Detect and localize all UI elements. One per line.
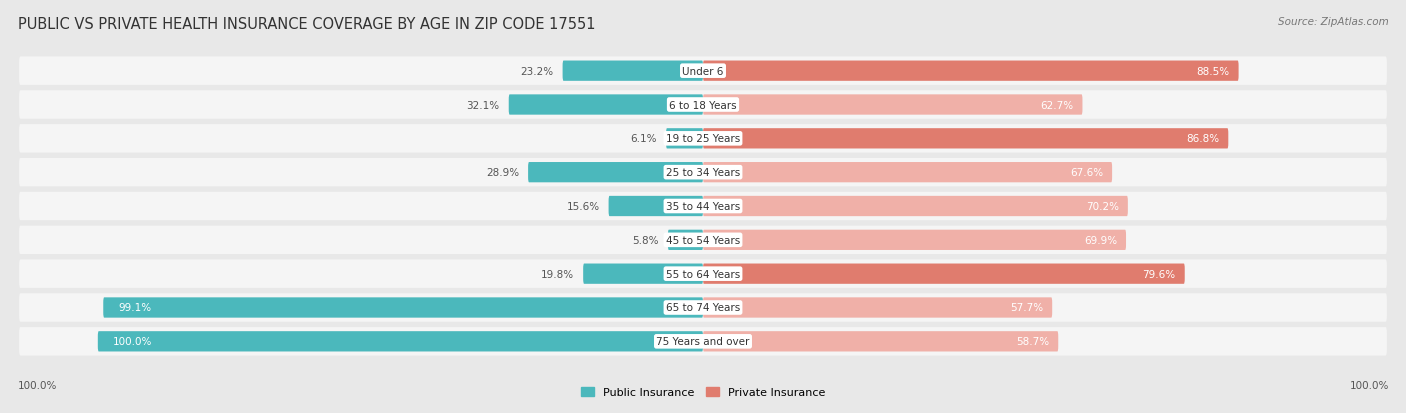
Text: 88.5%: 88.5% [1197,66,1229,76]
FancyBboxPatch shape [703,264,1185,284]
Text: 55 to 64 Years: 55 to 64 Years [666,269,740,279]
FancyBboxPatch shape [20,57,1386,85]
Text: 67.6%: 67.6% [1070,168,1104,178]
FancyBboxPatch shape [666,129,703,149]
Text: 62.7%: 62.7% [1040,100,1073,110]
FancyBboxPatch shape [20,328,1386,356]
Text: 58.7%: 58.7% [1017,337,1049,347]
Text: 28.9%: 28.9% [486,168,519,178]
Text: 100.0%: 100.0% [18,380,58,390]
FancyBboxPatch shape [583,264,703,284]
FancyBboxPatch shape [98,331,703,351]
Text: 19 to 25 Years: 19 to 25 Years [666,134,740,144]
FancyBboxPatch shape [103,298,703,318]
FancyBboxPatch shape [703,129,1229,149]
Text: 79.6%: 79.6% [1143,269,1175,279]
Text: 75 Years and over: 75 Years and over [657,337,749,347]
FancyBboxPatch shape [509,95,703,115]
FancyBboxPatch shape [703,163,1112,183]
FancyBboxPatch shape [562,62,703,82]
Text: 100.0%: 100.0% [1350,380,1389,390]
Text: 65 to 74 Years: 65 to 74 Years [666,303,740,313]
Legend: Public Insurance, Private Insurance: Public Insurance, Private Insurance [576,382,830,402]
Text: 5.8%: 5.8% [633,235,659,245]
FancyBboxPatch shape [20,192,1386,221]
Text: 86.8%: 86.8% [1187,134,1219,144]
FancyBboxPatch shape [20,260,1386,288]
FancyBboxPatch shape [703,95,1083,115]
Text: 70.2%: 70.2% [1085,202,1119,211]
Text: 25 to 34 Years: 25 to 34 Years [666,168,740,178]
Text: 100.0%: 100.0% [112,337,152,347]
Text: 45 to 54 Years: 45 to 54 Years [666,235,740,245]
FancyBboxPatch shape [703,196,1128,217]
FancyBboxPatch shape [20,226,1386,254]
FancyBboxPatch shape [703,331,1059,351]
FancyBboxPatch shape [20,294,1386,322]
Text: 19.8%: 19.8% [541,269,574,279]
FancyBboxPatch shape [20,159,1386,187]
FancyBboxPatch shape [609,196,703,217]
Text: 15.6%: 15.6% [567,202,599,211]
Text: Under 6: Under 6 [682,66,724,76]
FancyBboxPatch shape [703,298,1052,318]
Text: Source: ZipAtlas.com: Source: ZipAtlas.com [1278,17,1389,26]
FancyBboxPatch shape [20,91,1386,119]
Text: PUBLIC VS PRIVATE HEALTH INSURANCE COVERAGE BY AGE IN ZIP CODE 17551: PUBLIC VS PRIVATE HEALTH INSURANCE COVER… [18,17,596,31]
FancyBboxPatch shape [20,125,1386,153]
FancyBboxPatch shape [529,163,703,183]
Text: 35 to 44 Years: 35 to 44 Years [666,202,740,211]
FancyBboxPatch shape [668,230,703,250]
Text: 99.1%: 99.1% [118,303,152,313]
Text: 23.2%: 23.2% [520,66,554,76]
Text: 6 to 18 Years: 6 to 18 Years [669,100,737,110]
Text: 32.1%: 32.1% [467,100,499,110]
FancyBboxPatch shape [703,230,1126,250]
Text: 6.1%: 6.1% [630,134,657,144]
Text: 69.9%: 69.9% [1084,235,1116,245]
Text: 57.7%: 57.7% [1010,303,1043,313]
FancyBboxPatch shape [703,62,1239,82]
